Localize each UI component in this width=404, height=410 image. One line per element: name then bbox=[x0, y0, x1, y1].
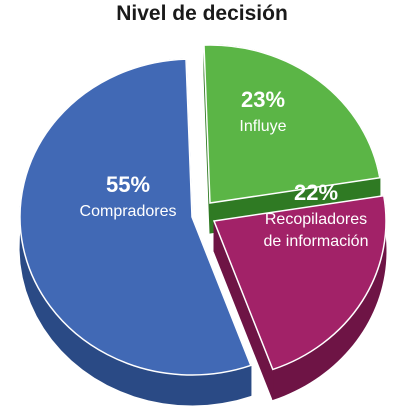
slice-percent-label: 55% bbox=[106, 172, 150, 197]
slice-category-label: Recopiladores bbox=[265, 211, 367, 228]
pie-slice bbox=[203, 44, 381, 204]
chart-title: Nivel de decisión bbox=[116, 2, 288, 25]
slice-percent-label: 22% bbox=[294, 180, 338, 205]
slice-category-label: de información bbox=[264, 233, 369, 250]
slice-percent-label: 23% bbox=[241, 87, 285, 112]
slice-category-label: Compradores bbox=[80, 203, 177, 220]
pie-slice bbox=[212, 194, 387, 371]
slice-category-label: Influye bbox=[239, 118, 286, 135]
pie-slice bbox=[19, 58, 252, 376]
